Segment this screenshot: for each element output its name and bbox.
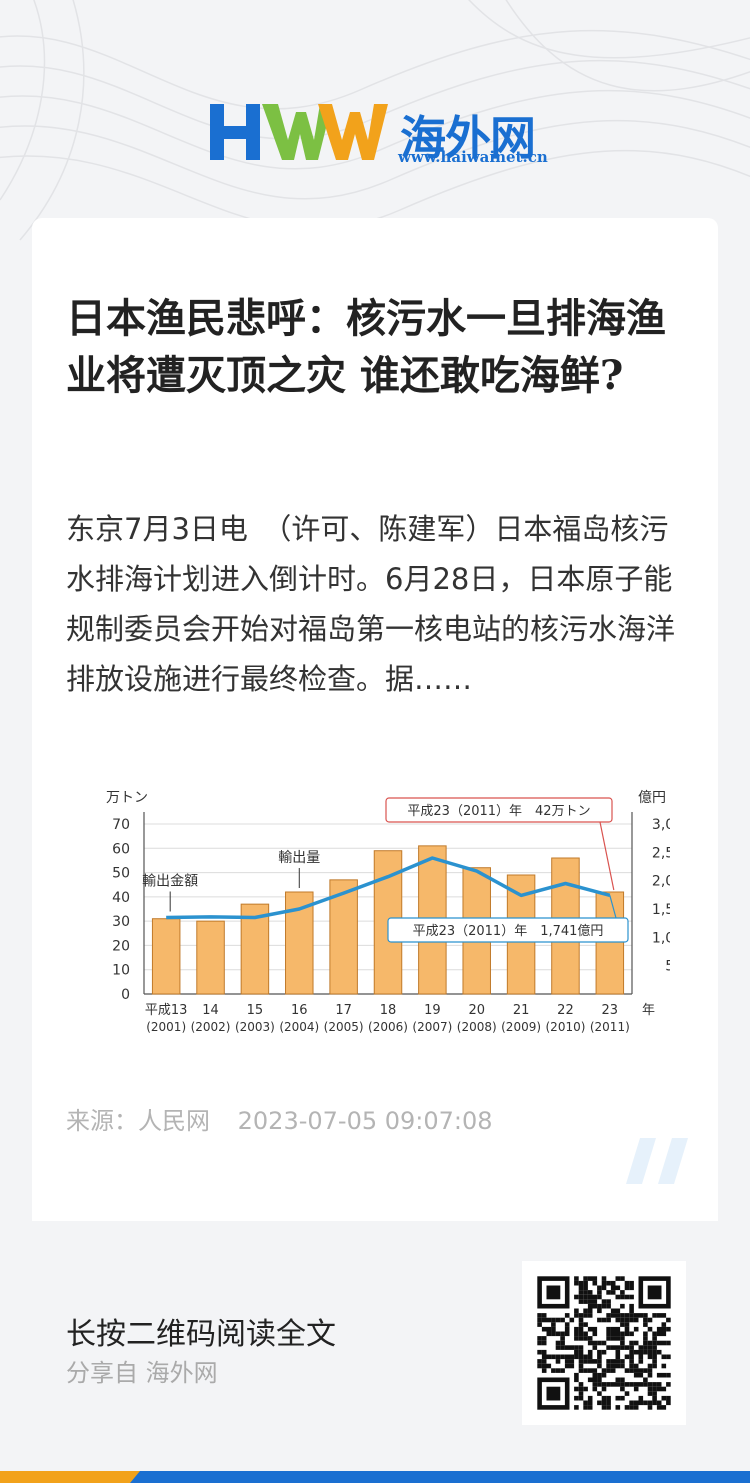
left-tick-label: 20 (112, 938, 130, 954)
x-tick-label: 15 (247, 1003, 264, 1018)
series-label-amount: 輸出金額 (142, 874, 198, 890)
brand-color-bar (0, 1471, 750, 1483)
callout-bottom-box (387, 917, 629, 943)
x-tick-label-western: (2003) (235, 1020, 275, 1034)
x-tick-label-western: (2002) (191, 1020, 231, 1034)
left-tick-label: 40 (112, 890, 130, 906)
x-tick-label: 16 (291, 1003, 308, 1018)
x-tick-label-western: (2008) (457, 1020, 497, 1034)
article-source: 来源：人民网 (66, 1107, 210, 1135)
right-tick-label: 2,500 (652, 845, 670, 861)
x-tick-label: 21 (513, 1003, 530, 1018)
bar-10 (595, 891, 625, 995)
left-tick-label: 0 (121, 987, 130, 1003)
x-axis-unit: 年 (642, 1003, 655, 1018)
bar-0 (151, 918, 181, 995)
left-tick-label: 70 (112, 817, 130, 833)
x-tick-label-western: (2004) (279, 1020, 319, 1034)
x-tick-label: 14 (202, 1003, 219, 1018)
hww-logo-icon (210, 104, 388, 160)
article-datetime: 2023-07-05 09:07:08 (237, 1107, 493, 1135)
callout-top-pointer (599, 821, 615, 891)
x-tick-label-western: (2011) (590, 1020, 630, 1034)
right-tick-label: 2,000 (652, 874, 670, 890)
share-source: 分享自 海外网 (66, 1359, 218, 1387)
quote-mark-icon (626, 1138, 688, 1184)
brand-url: www.haiwainet.cn (398, 148, 548, 166)
right-tick-label: 3,000 (652, 817, 670, 833)
right-tick-label: 500 (665, 959, 670, 975)
right-tick-label: 1,000 (652, 930, 670, 946)
article-image: 万トン億円01020304050607005001,0001,5002,0002… (80, 778, 692, 1062)
article-title[interactable]: 日本渔民悲呼：核污水一旦排海渔业将遭灭顶之灾 谁还敢吃海鲜? (66, 295, 666, 399)
x-tick-label-western: (2009) (501, 1020, 541, 1034)
export-chart: 万トン億円01020304050607005001,0001,5002,0002… (106, 790, 692, 1034)
x-tick-label-western: (2007) (412, 1020, 452, 1034)
article-meta: 来源：人民网 2023-07-05 09:07:08 (66, 1101, 493, 1136)
brand-name: 海外网 (400, 111, 536, 165)
line-series (166, 856, 611, 920)
background-pattern (0, 0, 750, 241)
x-tick-label: 17 (335, 1003, 352, 1018)
right-axis-unit: 億円 (638, 790, 666, 806)
share-footer: 长按二维码阅读全文 分享自 海外网 (0, 1221, 750, 1483)
x-tick-label: 22 (557, 1003, 574, 1018)
left-tick-label: 50 (112, 866, 130, 882)
brand-logo: 海外网 www.haiwainet.cn (208, 100, 548, 170)
right-tick-label: 1,500 (652, 902, 670, 918)
article-card[interactable]: 日本渔民悲呼：核污水一旦排海渔业将遭灭顶之灾 谁还敢吃海鲜? 东京7月3日电 （… (32, 218, 718, 1221)
bar-4 (329, 879, 358, 995)
x-tick-label-western: (2005) (324, 1020, 364, 1034)
x-tick-label-western: (2001) (146, 1020, 186, 1034)
article-summary[interactable]: 东京7月3日电 （许可、陈建军）日本福岛核污水排海计划进入倒计时。6月28日，日… (66, 512, 676, 696)
qr-code[interactable] (522, 1261, 686, 1425)
left-tick-label: 60 (112, 841, 130, 857)
qr-instruction: 长按二维码阅读全文 (66, 1317, 336, 1352)
x-tick-label: 20 (468, 1003, 485, 1018)
left-tick-label: 10 (112, 963, 130, 979)
callout-top-box (385, 797, 613, 823)
callout-top-text: 平成23（2011）年 42万トン (407, 804, 590, 819)
left-tick-label: 30 (112, 914, 130, 930)
x-tick-label: 18 (380, 1003, 397, 1018)
callout-bottom-pointer (609, 895, 617, 919)
x-tick-label-western: (2010) (546, 1020, 586, 1034)
callout-bottom-text: 平成23（2011）年 1,741億円 (413, 923, 604, 939)
x-tick-label: 23 (602, 1003, 619, 1018)
x-tick-label-western: (2006) (368, 1020, 408, 1034)
bar-1 (196, 920, 225, 995)
series-label-volume: 輸出量 (278, 850, 320, 866)
left-axis-unit: 万トン (106, 790, 148, 806)
x-tick-label: 平成13 (145, 1003, 188, 1018)
qr-code-icon (537, 1276, 671, 1410)
x-tick-label: 19 (424, 1003, 441, 1018)
